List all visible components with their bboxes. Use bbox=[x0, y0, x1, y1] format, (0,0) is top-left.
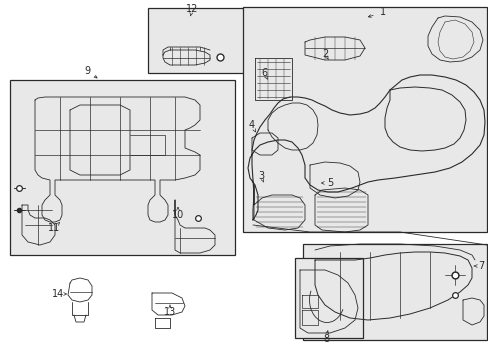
Text: 7: 7 bbox=[477, 261, 483, 271]
Bar bbox=[294, 258, 362, 338]
Text: 13: 13 bbox=[163, 307, 176, 317]
Text: 9: 9 bbox=[84, 66, 90, 76]
Text: 10: 10 bbox=[171, 210, 184, 220]
Text: 14: 14 bbox=[52, 289, 64, 299]
Bar bbox=[243, 7, 486, 232]
Text: 2: 2 bbox=[321, 49, 327, 59]
Text: 11: 11 bbox=[48, 223, 60, 233]
Text: 8: 8 bbox=[322, 334, 328, 344]
Text: 5: 5 bbox=[326, 178, 332, 188]
Text: 12: 12 bbox=[185, 4, 198, 14]
Bar bbox=[303, 244, 486, 340]
Bar bbox=[10, 80, 235, 255]
Text: 1: 1 bbox=[379, 7, 385, 17]
Bar bbox=[148, 8, 247, 73]
Text: 6: 6 bbox=[261, 68, 266, 78]
Text: 4: 4 bbox=[248, 120, 255, 130]
Text: 3: 3 bbox=[257, 171, 264, 181]
